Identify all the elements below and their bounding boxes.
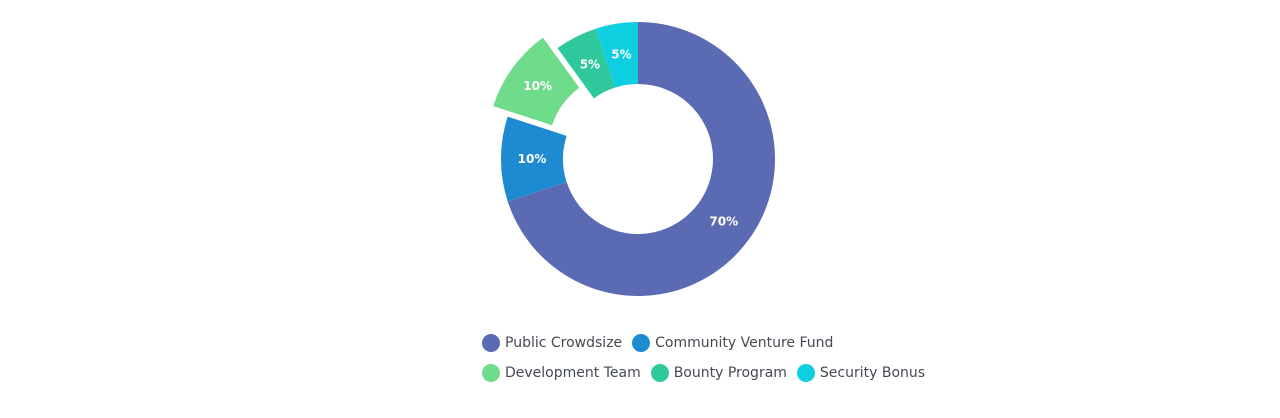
legend-item-bounty-program[interactable]: Bounty Program — [650, 362, 787, 384]
data-label-bounty-program: 5% — [580, 58, 600, 72]
legend-label: Bounty Program — [673, 365, 787, 381]
slice-development-team[interactable] — [493, 37, 580, 126]
legend-item-public-crowdsize[interactable]: Public Crowdsize — [482, 332, 622, 354]
legend-label: Community Venture Fund — [655, 335, 834, 351]
slice-bounty-program[interactable] — [557, 28, 615, 99]
legend-item-community-venture-fund[interactable]: Community Venture Fund — [632, 332, 833, 354]
legend-label: Security Bonus — [819, 365, 926, 381]
legend-item-development-team[interactable]: Development Team — [482, 362, 641, 384]
legend-label: Public Crowdsize — [505, 335, 623, 351]
legend-marker-icon — [632, 334, 651, 352]
legend-item-security-bonus[interactable]: Security Bonus — [796, 362, 926, 384]
data-label-security-bonus: 5% — [611, 47, 631, 61]
legend-marker-icon — [482, 334, 500, 352]
slice-public-crowdsize[interactable] — [507, 22, 775, 297]
legend-marker-icon — [482, 364, 500, 382]
data-label-development-team: 10% — [523, 79, 552, 93]
chart-legend: Public Crowdsize Community Venture Fund De… — [482, 332, 1002, 384]
data-label-community-venture-fund: 10% — [518, 152, 547, 166]
legend-marker-icon — [650, 364, 669, 382]
donut-chart-svg: 70% 10% 10% 5% 5% — [493, 22, 775, 297]
legend-marker-icon — [796, 364, 815, 382]
slice-security-bonus[interactable] — [595, 22, 638, 88]
data-label-public-crowdsize: 70% — [709, 214, 738, 228]
slice-community-venture-fund[interactable] — [500, 116, 567, 202]
legend-label: Development Team — [505, 365, 641, 381]
